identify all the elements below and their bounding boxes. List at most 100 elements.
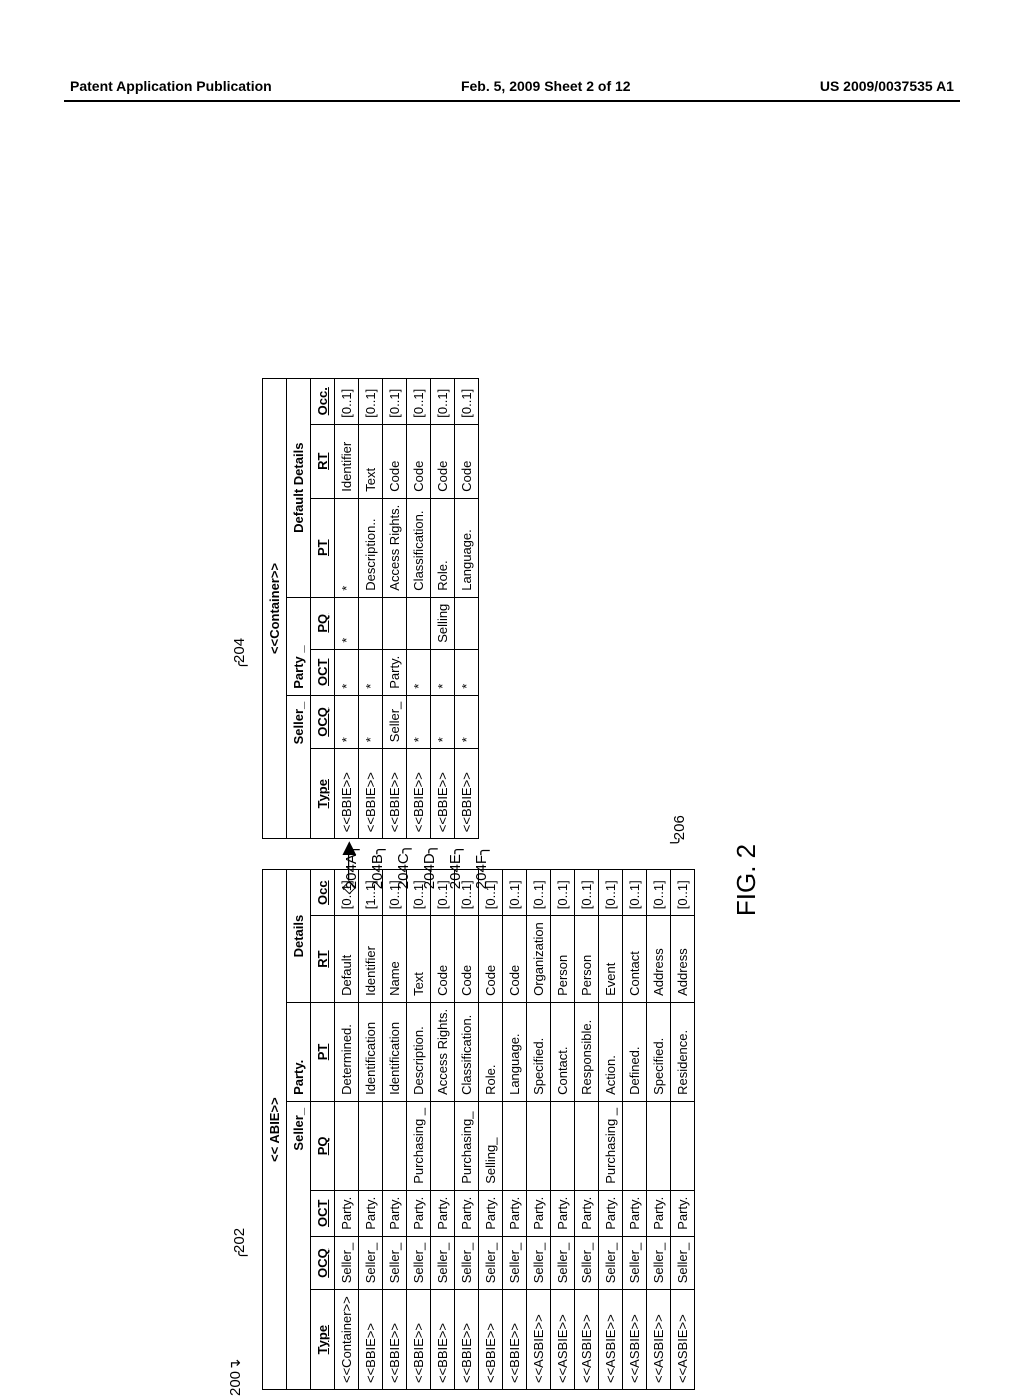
cell-rt: Text: [359, 424, 383, 498]
cell-ocq: Seller_: [671, 1236, 695, 1289]
cell-rt: Code: [431, 424, 455, 498]
header-right: US 2009/0037535 A1: [820, 78, 954, 94]
h-pq: PQ: [311, 1101, 335, 1190]
h-occ: Occ: [311, 870, 335, 916]
cell-oct: Party.: [599, 1190, 623, 1236]
cell-occ: [0..1]: [647, 870, 671, 916]
table-row: <<ASBIE>>Seller_Party.Specified.Address[…: [647, 870, 671, 1390]
cell-occ: [0..1]: [359, 378, 383, 424]
table-row: <<Container>>Seller_Party.Determined.Def…: [335, 870, 359, 1390]
cell-type: <<BBIE>>: [455, 749, 479, 839]
ref-204e: 204E╮: [446, 847, 465, 889]
cell-pt: Defined.: [623, 1002, 647, 1101]
cell-pq: Purchasing _: [599, 1101, 623, 1190]
cell-oct: Party.: [383, 649, 407, 695]
tables-wrap: << ABIE>> Seller_ Party. Details Type OC…: [262, 370, 695, 1390]
cell-pt: Specified.: [527, 1002, 551, 1101]
table-row: <<BBIE>>Seller_Party.IdentificationName[…: [383, 870, 407, 1390]
cell-type: <<BBIE>>: [335, 749, 359, 839]
cell-oct: Party.: [455, 1190, 479, 1236]
cell-type: <<BBIE>>: [383, 749, 407, 839]
cell-pq: *: [335, 597, 359, 649]
cell-pt: Description.: [407, 1002, 431, 1101]
cell-ocq: Seller_: [431, 1236, 455, 1289]
cell-oct: Party.: [479, 1190, 503, 1236]
cell-pq: [455, 597, 479, 649]
h2-occ: Occ.: [311, 378, 335, 424]
t202-title-right: Party.: [287, 1002, 311, 1101]
cell-type: <<ASBIE>>: [671, 1290, 695, 1390]
table-204: <<Container>> Seller_ Party _ Default De…: [262, 378, 479, 839]
cell-pq: [527, 1101, 551, 1190]
cell-rt: Default: [335, 916, 359, 1003]
table-202-wrap: << ABIE>> Seller_ Party. Details Type OC…: [262, 869, 695, 1390]
cell-pt: Language.: [455, 498, 479, 597]
cell-ocq: Seller_: [407, 1236, 431, 1289]
cell-rt: Code: [407, 424, 431, 498]
cell-oct: Party.: [383, 1190, 407, 1236]
cell-rt: Event: [599, 916, 623, 1003]
cell-ocq: *: [407, 695, 431, 748]
cell-pq: [359, 597, 383, 649]
t204-label: <<Container>>: [263, 378, 287, 838]
cell-type: <<ASBIE>>: [575, 1290, 599, 1390]
cell-oct: Party.: [431, 1190, 455, 1236]
cell-pq: Selling: [431, 597, 455, 649]
cell-ocq: Seller_: [551, 1236, 575, 1289]
figure-caption: FIG. 2: [731, 370, 762, 1390]
cell-pt: Specified.: [647, 1002, 671, 1101]
table-row: <<BBIE>>Seller_Party.Purchasing_Classifi…: [455, 870, 479, 1390]
cell-pt: Contact.: [551, 1002, 575, 1101]
cell-pq: [647, 1101, 671, 1190]
cell-ocq: Seller_: [527, 1236, 551, 1289]
cell-occ: [0..1]: [551, 870, 575, 916]
cell-rt: Address: [671, 916, 695, 1003]
cell-rt: Identifier: [359, 916, 383, 1003]
ref-204d: 204D╮: [420, 846, 439, 889]
cell-ocq: Seller_: [335, 1236, 359, 1289]
cell-ocq: Seller_: [575, 1236, 599, 1289]
page-header: Patent Application Publication Feb. 5, 2…: [0, 78, 1024, 94]
cell-pt: Access Rights.: [431, 1002, 455, 1101]
cell-pq: [575, 1101, 599, 1190]
cell-rt: Code: [455, 424, 479, 498]
cell-type: <<Container>>: [335, 1290, 359, 1390]
table-row: <<BBIE>>**Classification.Code[0..1]: [407, 378, 431, 838]
cell-pt: Role.: [431, 498, 455, 597]
header-left: Patent Application Publication: [70, 78, 272, 94]
cell-oct: Party.: [623, 1190, 647, 1236]
cell-ocq: Seller_: [623, 1236, 647, 1289]
cell-rt: Person: [551, 916, 575, 1003]
cell-pt: Description..: [359, 498, 383, 597]
cell-pq: [359, 1101, 383, 1190]
table-row: <<ASBIE>>Seller_Party.Residence.Address[…: [671, 870, 695, 1390]
figure-area: 200↴ ╭202 ╭204 << ABIE>> Seller_ Party. …: [262, 370, 762, 1390]
cell-pq: [335, 1101, 359, 1190]
table-row: <<ASBIE>>Seller_Party.Defined.Contact[0.…: [623, 870, 647, 1390]
t202-label: << ABIE>>: [263, 870, 287, 1390]
cell-occ: [0..1]: [431, 378, 455, 424]
table-row: <<BBIE>>Seller_Party.Access Rights.Code[…: [383, 378, 407, 838]
ref-206: ╰206: [670, 815, 689, 847]
cell-occ: [0..1]: [455, 378, 479, 424]
cell-type: <<BBIE>>: [455, 1290, 479, 1390]
t202-title-left: Seller_: [287, 1101, 311, 1389]
cell-rt: Contact: [623, 916, 647, 1003]
ref-200-text: 200: [227, 1371, 244, 1396]
cell-pt: Classification.: [455, 1002, 479, 1101]
ref-204a-text: 204A: [343, 854, 360, 889]
table-row: <<ASBIE>>Seller_Party.Contact.Person[0..…: [551, 870, 575, 1390]
cell-pt: Determined.: [335, 1002, 359, 1101]
cell-ocq: Seller_: [455, 1236, 479, 1289]
cell-oct: Party.: [527, 1190, 551, 1236]
cell-occ: [0..1]: [383, 378, 407, 424]
cell-pt: Responsible.: [575, 1002, 599, 1101]
h2-pq: PQ: [311, 597, 335, 649]
cell-pq: [383, 1101, 407, 1190]
cell-pq: [431, 1101, 455, 1190]
cell-pq: Purchasing _: [407, 1101, 431, 1190]
cell-rt: Text: [407, 916, 431, 1003]
table-row: <<BBIE>>**Language.Code[0..1]: [455, 378, 479, 838]
ref-202: ╭202: [230, 1228, 249, 1260]
cell-ocq: Seller_: [599, 1236, 623, 1289]
